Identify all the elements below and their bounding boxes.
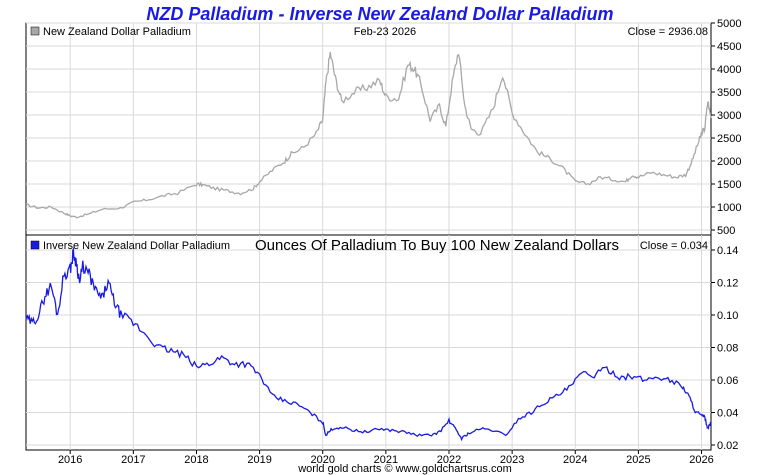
- bottom-legend-label: Inverse New Zealand Dollar Palladium: [43, 240, 230, 252]
- y-tick-label: 2500: [717, 133, 741, 145]
- bottom-legend-swatch: [30, 240, 40, 250]
- x-tick-label: 2018: [184, 454, 208, 466]
- y-tick-label: 3000: [717, 110, 741, 122]
- x-tick-label: 2020: [310, 454, 334, 466]
- bottom-subtitle: Ounces Of Palladium To Buy 100 New Zeala…: [255, 237, 619, 254]
- x-tick-label: 2019: [247, 454, 271, 466]
- top-y-axis: 500 1000 1500 2000 2500 3000 3500 4000 4500 5000: [711, 18, 741, 237]
- x-axis: 2016 2017 2018 2019 2020 2021 2022 2023 2024 2025…: [58, 450, 714, 466]
- x-tick-label: 2021: [374, 454, 398, 466]
- x-tick-label: 2025: [626, 454, 650, 466]
- y-tick-label: 1000: [717, 202, 741, 214]
- footer-credit: world gold charts © www.goldchartsrus.co…: [297, 463, 512, 475]
- top-series-line: [25, 51, 712, 219]
- y-tick-label: 4000: [717, 64, 741, 76]
- x-tick-label: 2026: [689, 454, 713, 466]
- y-tick-label: 1500: [717, 179, 741, 191]
- chart-title: NZD Palladium - Inverse New Zealand Doll…: [146, 4, 613, 24]
- y-tick-label: 0.02: [717, 440, 738, 452]
- y-tick-label: 3500: [717, 87, 741, 99]
- x-tick-label: 2017: [121, 454, 145, 466]
- x-tick-label: 2023: [500, 454, 524, 466]
- top-panel: New Zealand Dollar Palladium Feb-23 2026…: [25, 18, 741, 237]
- bottom-close-label: Close = 0.034: [640, 240, 708, 252]
- top-legend-swatch: [30, 26, 40, 36]
- y-tick-label: 0.08: [717, 343, 738, 355]
- top-plot-frame: [25, 22, 712, 236]
- date-label: Feb-23 2026: [354, 26, 416, 38]
- y-tick-label: 0.10: [717, 310, 738, 322]
- y-tick-label: 2000: [717, 156, 741, 168]
- bottom-y-axis: 0.02 0.04 0.06 0.08 0.10 0.12 0.14: [711, 245, 738, 452]
- top-legend-label: New Zealand Dollar Palladium: [43, 26, 191, 38]
- y-tick-label: 4500: [717, 41, 741, 53]
- bottom-series-line: [25, 246, 712, 442]
- y-tick-label: 0.06: [717, 375, 738, 387]
- top-gridlines: [26, 22, 711, 235]
- top-close-label: Close = 2936.08: [628, 26, 708, 38]
- bottom-gridlines: [26, 235, 711, 450]
- x-tick-label: 2016: [58, 454, 82, 466]
- y-tick-label: 5000: [717, 18, 741, 30]
- y-tick-label: 500: [717, 225, 735, 237]
- y-tick-label: 0.04: [717, 408, 738, 420]
- bottom-panel: Inverse New Zealand Dollar Palladium Oun…: [25, 234, 738, 466]
- y-tick-label: 0.12: [717, 278, 738, 290]
- x-tick-label: 2022: [437, 454, 461, 466]
- x-tick-label: 2024: [563, 454, 587, 466]
- y-tick-label: 0.14: [717, 245, 738, 257]
- bottom-plot-frame: [25, 234, 712, 451]
